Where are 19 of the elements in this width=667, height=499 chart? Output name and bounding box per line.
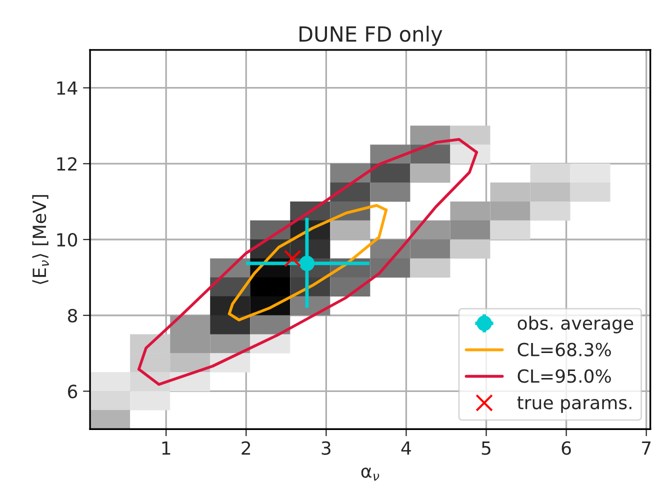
x-tick-label: 3 [322,441,330,455]
y-tick-label: 8 [68,308,78,322]
legend-label: obs. average [518,316,634,334]
legend-label: CL=68.3% [518,342,611,356]
x-tick-label: 7 [642,442,651,455]
chart-title: DUNE FD only [300,26,442,46]
x-axis-title: α$_{ν}$ [361,468,380,481]
x-tick-label: 4 [401,442,411,455]
y-axis-title: ⟨E$_{ν}$⟩ [MeV] [32,195,49,284]
legend-label: CL=95.0% [518,369,611,383]
legend-label: true params. [517,396,632,413]
y-tick-label: 6 [68,384,78,398]
x-tick-label: 5 [482,442,490,455]
y-tick-label: 10 [57,232,78,247]
y-tick-label: 12 [57,157,76,171]
y-tick-label: 14 [57,82,78,95]
x-tick-label: 6 [562,441,571,455]
x-tick-label: 1 [162,442,170,455]
x-tick-label: 2 [242,441,250,455]
